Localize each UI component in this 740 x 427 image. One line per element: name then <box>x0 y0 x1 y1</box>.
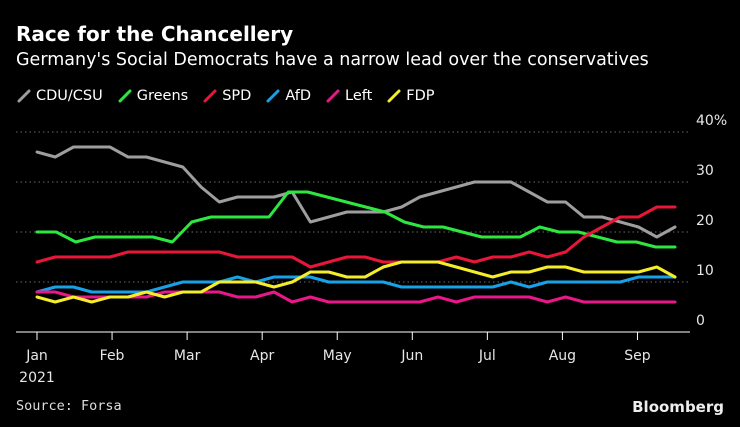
series-line-spd <box>35 205 677 269</box>
series-line-left <box>35 290 677 304</box>
legend-swatch-icon <box>386 88 402 104</box>
x-year-label: 2021 <box>19 370 55 386</box>
y-tick-label: 40% <box>696 113 727 129</box>
legend-swatch-icon <box>202 88 218 104</box>
x-tick-label: Sep <box>624 348 651 364</box>
legend-label: Greens <box>136 88 189 104</box>
legend-item-spd: SPD <box>202 88 251 104</box>
legend-swatch-icon <box>265 88 281 104</box>
legend-item-fdp: FDP <box>386 88 435 104</box>
x-tick-label: Jul <box>478 348 496 364</box>
y-tick-label: 30 <box>696 163 714 179</box>
chart-legend: CDU/CSU Greens SPD AfD Left FDP <box>16 88 435 104</box>
y-tick-label: 10 <box>696 263 714 279</box>
x-tick-label: May <box>323 348 352 364</box>
series-line-cdu-csu <box>35 145 677 239</box>
legend-label: AfD <box>285 88 312 104</box>
series-line-afd <box>35 275 677 294</box>
legend-item-afd: AfD <box>265 88 311 104</box>
chart-title: Race for the Chancellery <box>16 22 294 46</box>
legend-item-greens: Greens <box>117 88 188 104</box>
x-tick-label: Jun <box>400 348 423 364</box>
x-tick-label: Jan <box>25 348 48 364</box>
x-tick-label: Apr <box>250 348 274 364</box>
bloomberg-logo: Bloomberg <box>632 398 724 416</box>
chart-subtitle: Germany's Social Democrats have a narrow… <box>16 50 649 70</box>
legend-label: SPD <box>222 88 252 104</box>
y-tick-label: 20 <box>696 213 714 229</box>
legend-label: CDU/CSU <box>36 88 103 104</box>
y-tick-label: 0 <box>696 313 705 329</box>
legend-item-left: Left <box>325 88 372 104</box>
x-tick-label: Feb <box>100 348 125 364</box>
legend-item-cdu-csu: CDU/CSU <box>16 88 103 104</box>
legend-swatch-icon <box>117 88 133 104</box>
series-line-greens <box>35 190 677 249</box>
series-line-fdp <box>35 260 677 304</box>
x-tick-label: Mar <box>174 348 201 364</box>
legend-label: FDP <box>406 88 435 104</box>
legend-label: Left <box>345 88 373 104</box>
legend-swatch-icon <box>16 88 32 104</box>
source-note: Source: Forsa <box>16 398 122 414</box>
x-tick-label: Aug <box>549 348 576 364</box>
legend-swatch-icon <box>325 88 341 104</box>
